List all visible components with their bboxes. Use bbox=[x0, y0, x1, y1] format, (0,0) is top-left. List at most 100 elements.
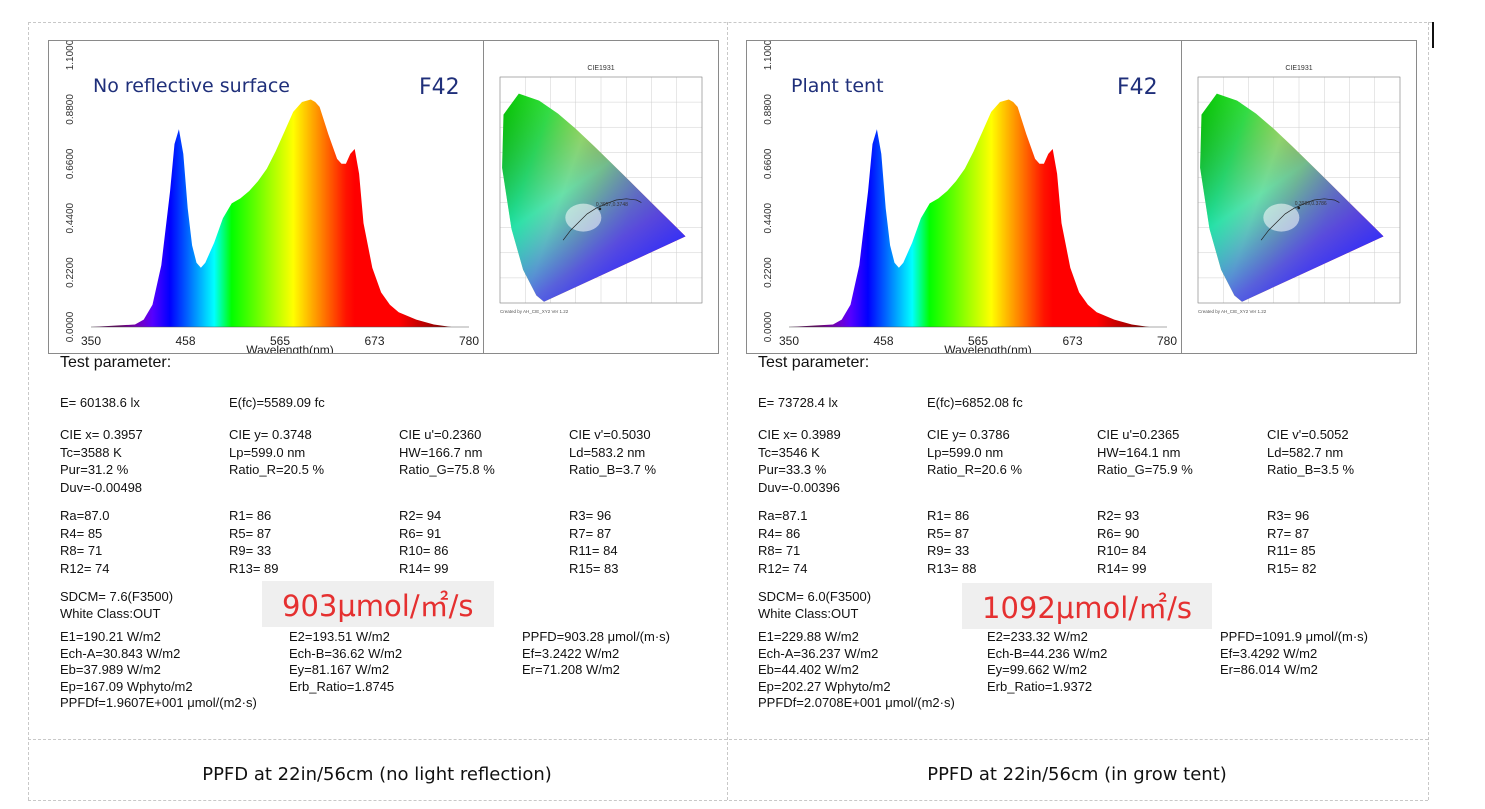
ppfd-highlight: 903μmol/㎡/s bbox=[262, 581, 494, 627]
param-energy-value: PPFDf=1.9607E+001 μmol/(m2·s) bbox=[60, 695, 257, 710]
ppfd-highlight: 1092μmol/㎡/s bbox=[962, 583, 1212, 629]
param-cie-value: Tc=3546 K bbox=[758, 444, 820, 460]
param-energy-value: Ep=167.09 Wphyto/m2 bbox=[60, 678, 193, 694]
param-r-value: R9= 33 bbox=[229, 543, 272, 558]
x-axis-label: Wavelength(nm) bbox=[246, 343, 334, 353]
cie-footer-note: Created by AH_CIE_XY2 Ver 1.22 bbox=[500, 309, 569, 314]
spectrum-title: Plant tent bbox=[791, 75, 884, 97]
x-tick-label: 350 bbox=[81, 334, 101, 348]
caption-right: PPFD at 22in/56cm (in grow tent) bbox=[927, 764, 1227, 785]
param-cie-value: CIE u'=0.2360 bbox=[399, 427, 482, 442]
cie-point-label: 0.3989,0.3786 bbox=[1295, 201, 1327, 207]
spectrum-area bbox=[91, 99, 469, 327]
x-tick-label: 780 bbox=[1157, 334, 1177, 348]
param-energy-value: Ech-B=36.62 W/m2 bbox=[289, 645, 403, 661]
cie-chart: CIE1931 0.3989,0.3786 Created by AH_CIE_XY… bbox=[1181, 40, 1417, 354]
x-axis-label: Wavelength(nm) bbox=[944, 343, 1032, 353]
cie-chart: CIE1931 0.3957,0.3748 Created by AH_CIE_XY… bbox=[483, 40, 719, 354]
cie-frame bbox=[1197, 76, 1401, 304]
param-sdcm: SDCM= 6.0(F3500) bbox=[758, 589, 872, 604]
param-r-value: R2= 94 bbox=[399, 508, 442, 523]
param-r-value: R3= 96 bbox=[1267, 508, 1310, 523]
param-energy-value: PPFDf=2.0708E+001 μmol/(m2·s) bbox=[758, 695, 955, 710]
param-cie-value: HW=164.1 nm bbox=[1097, 444, 1181, 460]
param-r-value: R6= 91 bbox=[399, 525, 442, 541]
x-tick-label: 780 bbox=[459, 334, 479, 348]
param-cie-value: CIE x= 0.3957 bbox=[60, 427, 143, 442]
panel-grow-tent: 350 458 565 673 780 Wavelength(nm) 0.0000 0.220… bbox=[728, 22, 1426, 738]
cie-point bbox=[1297, 206, 1301, 210]
param-cie-value: Ratio_G=75.9 % bbox=[1097, 462, 1193, 477]
param-r-value: R10= 86 bbox=[399, 543, 449, 558]
y-tick-label: 0.6600 bbox=[763, 148, 774, 179]
param-energy-value: PPFD=1091.9 μmol/(m·s) bbox=[1220, 629, 1369, 644]
spectrum-chart: 350 458 565 673 780 Wavelength(nm) 0.0000 0.220… bbox=[48, 40, 486, 354]
param-energy-value: E2=193.51 W/m2 bbox=[289, 629, 390, 644]
params-header: Test parameter: bbox=[60, 354, 172, 371]
y-tick-label: 0.4400 bbox=[65, 202, 76, 233]
param-cie-value: HW=166.7 nm bbox=[399, 444, 483, 460]
param-r-value: R12= 74 bbox=[758, 560, 808, 576]
param-r-value: R15= 82 bbox=[1267, 560, 1317, 576]
param-sdcm: White Class:OUT bbox=[758, 606, 859, 621]
frame-caption-sep bbox=[28, 739, 1428, 740]
param-r-value: R13= 89 bbox=[229, 560, 279, 576]
param-cie-value: CIE y= 0.3786 bbox=[927, 427, 1010, 442]
planckian-locus bbox=[1260, 198, 1340, 241]
param-cie-value: CIE v'=0.5052 bbox=[1267, 427, 1349, 442]
param-cie-value: Ratio_B=3.5 % bbox=[1267, 462, 1355, 477]
param-energy-value: Ef=3.2422 W/m2 bbox=[522, 645, 620, 661]
x-tick-label: 350 bbox=[779, 334, 799, 348]
param-cie-value: Duv=-0.00498 bbox=[60, 479, 143, 495]
param-cie-value: Tc=3588 K bbox=[60, 444, 122, 460]
param-energy-value: Er=86.014 W/m2 bbox=[1220, 662, 1318, 677]
param-energy-value: E2=233.32 W/m2 bbox=[987, 629, 1088, 644]
param-r-value: R11= 84 bbox=[569, 543, 618, 558]
y-tick-label: 0.8800 bbox=[763, 94, 774, 125]
frame-top bbox=[28, 22, 1432, 23]
param-r-value: R11= 85 bbox=[1267, 543, 1316, 558]
spectrum-area bbox=[789, 99, 1167, 327]
param-e-lux: E= 60138.6 lx bbox=[60, 395, 140, 410]
cie-frame bbox=[499, 76, 703, 304]
x-tick-label: 458 bbox=[175, 334, 195, 348]
param-sdcm: SDCM= 7.6(F3500) bbox=[60, 589, 174, 604]
param-cie-value: Ratio_R=20.5 % bbox=[229, 462, 325, 477]
x-tick-label: 565 bbox=[968, 334, 988, 348]
param-cie-value: CIE u'=0.2365 bbox=[1097, 427, 1180, 442]
param-cie-value: Ld=582.7 nm bbox=[1267, 444, 1344, 460]
param-e-lux: E= 73728.4 lx bbox=[758, 395, 838, 410]
spectrum-chart: 350 458 565 673 780 Wavelength(nm) 0.0000 0.220… bbox=[746, 40, 1184, 354]
param-r-value: R4= 86 bbox=[758, 525, 801, 541]
param-energy-value: Ey=81.167 W/m2 bbox=[289, 662, 390, 677]
param-cie-value: CIE y= 0.3748 bbox=[229, 427, 312, 442]
x-tick-label: 565 bbox=[270, 334, 290, 348]
param-cie-value: Lp=599.0 nm bbox=[229, 444, 306, 460]
frame-right bbox=[1428, 22, 1429, 800]
param-r-value: Ra=87.1 bbox=[758, 508, 808, 523]
cie-point-label: 0.3957,0.3748 bbox=[596, 202, 628, 208]
param-cie-value: Ratio_B=3.7 % bbox=[569, 462, 657, 477]
param-energy-value: E1=190.21 W/m2 bbox=[60, 629, 161, 644]
param-r-value: R14= 99 bbox=[1097, 560, 1147, 576]
param-e-fc: E(fc)=5589.09 fc bbox=[229, 395, 325, 410]
param-r-value: R3= 96 bbox=[569, 508, 612, 523]
param-cie-value: Pur=31.2 % bbox=[60, 462, 129, 477]
cie-gamut-overlay bbox=[1200, 93, 1384, 302]
test-parameters: Test parameter: E= 60138.6 lx E(fc)=5589.0… bbox=[30, 354, 728, 738]
param-energy-value: Ef=3.4292 W/m2 bbox=[1220, 645, 1318, 661]
frame-mid bbox=[727, 22, 728, 800]
x-tick-label: 673 bbox=[364, 334, 384, 348]
param-r-value: R7= 87 bbox=[1267, 525, 1310, 541]
param-cie-value: CIE x= 0.3989 bbox=[758, 427, 841, 442]
param-r-value: R8= 71 bbox=[758, 543, 801, 558]
param-r-value: R1= 86 bbox=[927, 508, 970, 523]
y-tick-label: 0.2200 bbox=[763, 257, 774, 288]
spectrum-title: No reflective surface bbox=[93, 75, 290, 97]
param-cie-value: Pur=33.3 % bbox=[758, 462, 827, 477]
cie-footer-note: Created by AH_CIE_XY2 Ver 1.22 bbox=[1198, 309, 1267, 314]
y-tick-label: 1.1000 bbox=[763, 41, 774, 70]
param-energy-value: Ech-A=30.843 W/m2 bbox=[60, 645, 181, 661]
param-energy-value: PPFD=903.28 μmol/(m·s) bbox=[522, 629, 671, 644]
param-r-value: R2= 93 bbox=[1097, 508, 1140, 523]
